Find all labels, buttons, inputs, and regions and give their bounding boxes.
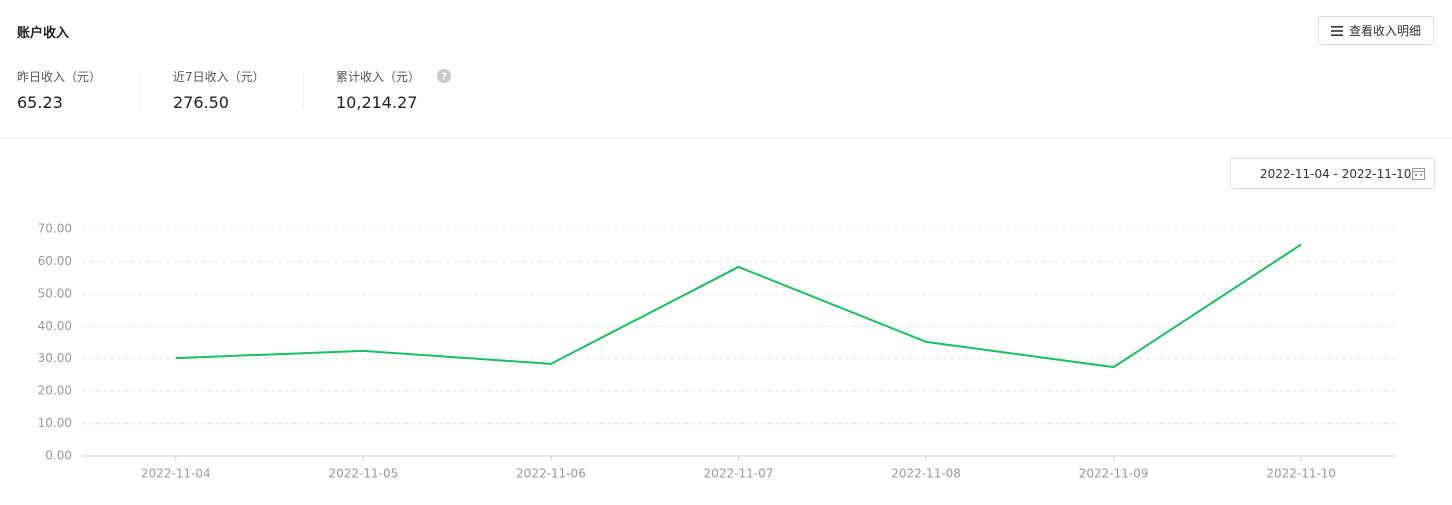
stat-label: 累计收入（元） [336,70,421,84]
calendar-icon [1412,168,1425,180]
y-tick-label: 0.00 [45,449,72,463]
x-tick-label: 2022-11-10 [1266,467,1336,481]
menu-icon [1330,25,1343,36]
x-tick-label: 2022-11-05 [328,467,398,481]
stat-value: 65.23 [17,93,63,112]
y-tick-label: 70.00 [38,222,72,236]
button-label: 查看收入明细 [1348,24,1421,38]
title: 账户收入 [17,26,70,41]
help-icon[interactable]: ? [437,69,451,83]
x-tick-label: 2022-11-08 [891,467,961,481]
divider [0,138,1452,139]
date-picker[interactable]: 2022-11-04 - 2022-11-10 [1230,158,1435,189]
stat-value: 276.50 [173,93,229,112]
line [175,243,1302,369]
detail-button[interactable]: 查看收入明细 [1318,16,1434,45]
stat-label: 昨日收入（元） [17,70,102,84]
y-tick-label: 10.00 [38,416,72,430]
svg-text:?: ? [441,72,447,83]
divider [303,72,304,108]
y-tick-label: 40.00 [38,319,72,333]
y-tick-label: 30.00 [38,351,72,365]
x-tick-label: 2022-11-06 [516,467,586,481]
stat-value: 10,214.27 [336,93,418,112]
y-tick-label: 50.00 [38,286,72,300]
date-range: 2022-11-04 - 2022-11-10 [1260,167,1412,181]
y-tick-label: 60.00 [38,254,72,268]
divider [140,72,141,108]
x-tick-label: 2022-11-09 [1079,467,1149,481]
x-tick-label: 2022-11-04 [141,467,211,481]
stat-label: 近7日收入（元） [173,70,265,84]
y-tick-label: 20.00 [38,384,72,398]
x-tick-label: 2022-11-07 [704,467,774,481]
